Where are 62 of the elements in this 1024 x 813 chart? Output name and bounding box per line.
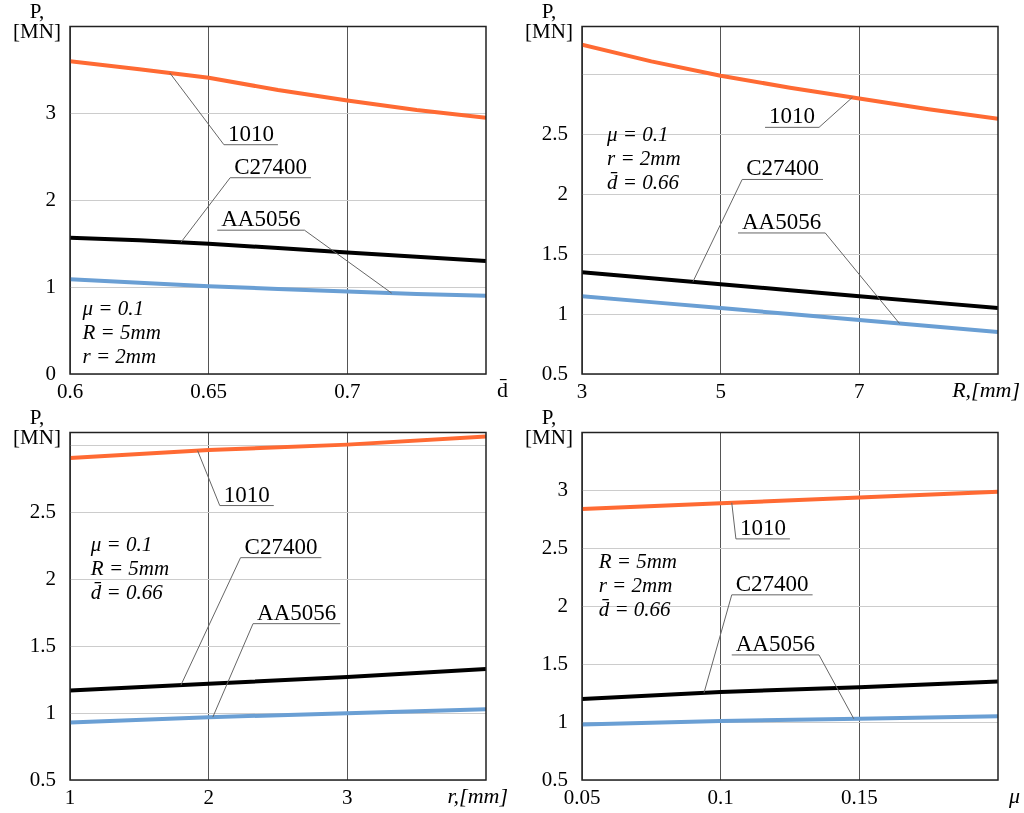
x-tick-label: 5 bbox=[715, 379, 726, 404]
text: AA5056 bbox=[257, 599, 337, 625]
y-tick-label: 1 bbox=[45, 699, 56, 724]
y-tick-label: 0.5 bbox=[29, 766, 56, 791]
y-tick-label: 0 bbox=[45, 360, 56, 385]
x-axis-title: r,[mm] bbox=[447, 782, 508, 808]
y-axis-title: P, [MN] bbox=[13, 0, 61, 44]
y-tick-label: 2 bbox=[45, 186, 56, 211]
series-label: 1010 bbox=[739, 514, 786, 540]
x-axis-title: d̄ bbox=[497, 376, 508, 402]
text: C27400 bbox=[746, 155, 819, 181]
y-tick-label: 1.5 bbox=[541, 240, 568, 265]
y-tick-label: 2.5 bbox=[541, 534, 568, 559]
y-tick-label: 0.5 bbox=[541, 360, 568, 385]
annotation: R = 5mm bbox=[81, 319, 161, 344]
y-tick-label: 1 bbox=[45, 273, 56, 298]
x-tick-label: 3 bbox=[576, 379, 588, 404]
y-tick-label: 1 bbox=[557, 300, 568, 325]
x-axis-title: R,[mm] bbox=[951, 376, 1020, 402]
series-label: 1010 bbox=[227, 120, 274, 146]
x-tick-label: 2 bbox=[203, 785, 214, 810]
x-tick-label: 0.7 bbox=[334, 379, 361, 404]
text: C27400 bbox=[234, 153, 307, 179]
text: C27400 bbox=[735, 570, 809, 596]
x-tick-label: 0.1 bbox=[707, 785, 734, 810]
x-tick-label: 7 bbox=[854, 379, 865, 404]
annotation: μ = 0.1 bbox=[605, 122, 669, 147]
x-tick-label: 0.65 bbox=[190, 379, 228, 404]
annotation: r = 2mm bbox=[606, 146, 681, 171]
annotation: r = 2mm bbox=[598, 573, 673, 598]
annotation: d̄ = 0.66 bbox=[90, 579, 164, 604]
annotation: μ = 0.1 bbox=[89, 531, 153, 556]
x-axis-title: μ bbox=[1007, 782, 1020, 808]
y-tick-label: 2 bbox=[557, 592, 568, 617]
annotation: d̄ = 0.66 bbox=[606, 170, 680, 195]
y-tick-label: 1.5 bbox=[29, 632, 56, 657]
text: AA5056 bbox=[735, 630, 815, 656]
y-tick-label: 3 bbox=[557, 477, 568, 502]
x-tick-label: 3 bbox=[342, 785, 353, 810]
y-tick-label: 2 bbox=[45, 566, 56, 591]
x-tick-label: 1 bbox=[64, 785, 76, 810]
annotation: r = 2mm bbox=[82, 343, 157, 368]
y-tick-label: 2.5 bbox=[29, 499, 56, 524]
text: AA5056 bbox=[221, 206, 301, 232]
annotation: μ = 0.1 bbox=[81, 295, 144, 320]
x-tick-label: 0.6 bbox=[56, 379, 84, 404]
y-axis-title: P, [MN] bbox=[525, 0, 573, 44]
x-tick-label: 0.15 bbox=[840, 785, 878, 810]
y-tick-label: 2 bbox=[557, 180, 568, 205]
y-tick-label: 2.5 bbox=[541, 120, 568, 145]
annotation: d̄ = 0.66 bbox=[598, 597, 672, 622]
y-tick-label: 1 bbox=[557, 708, 568, 733]
text: AA5056 bbox=[742, 208, 822, 234]
y-axis-title: P, [MN] bbox=[525, 405, 573, 450]
y-tick-label: 1.5 bbox=[541, 650, 568, 675]
series-label: 1010 bbox=[223, 481, 270, 507]
y-axis-title: P, [MN] bbox=[13, 405, 61, 450]
annotation: R = 5mm bbox=[597, 549, 677, 574]
text: C27400 bbox=[244, 533, 318, 559]
series-label: 1010 bbox=[769, 103, 816, 129]
annotation: R = 5mm bbox=[89, 555, 170, 580]
y-tick-label: 3 bbox=[45, 99, 56, 124]
